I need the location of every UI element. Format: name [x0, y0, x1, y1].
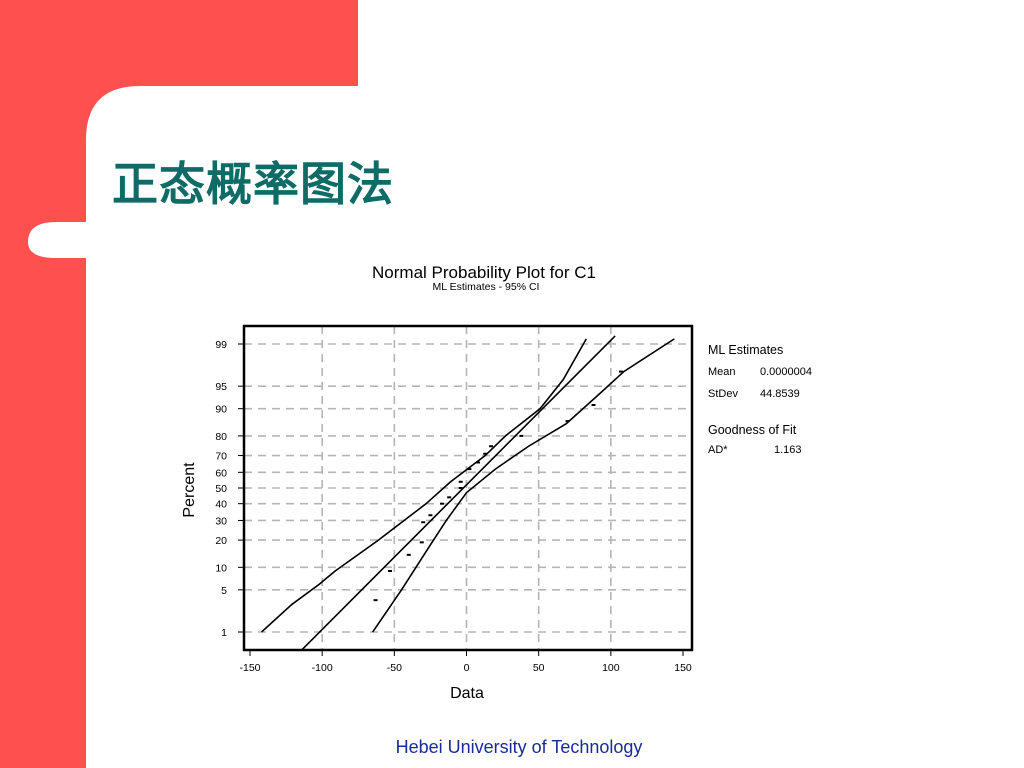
chart-title: Normal Probability Plot for C1 — [372, 263, 596, 282]
ci-upper-curve — [261, 338, 587, 633]
ad-label: AD* — [708, 444, 728, 456]
plot-frame — [242, 324, 694, 652]
x-tick-label: 0 — [464, 662, 470, 674]
y-tick-label: 99 — [215, 339, 227, 351]
data-point — [519, 434, 524, 437]
y-tick-label: 70 — [215, 451, 227, 463]
stdev-label: StDev — [708, 388, 738, 400]
x-axis-label: Data — [450, 685, 484, 702]
axis-ticks: -150 -100 -50 0 50 100 150 1 5 10 20 30 40 50 60 70 80 90… — [215, 339, 692, 674]
goodness-of-fit-title: Goodness of Fit — [708, 423, 797, 437]
data-point — [439, 502, 444, 505]
x-tick-label: -150 — [239, 662, 260, 674]
y-tick-label: 20 — [215, 535, 227, 547]
data-point — [458, 487, 463, 489]
data-point — [447, 496, 452, 499]
y-tick-label: 95 — [215, 381, 227, 393]
data-point — [467, 468, 472, 471]
data-point — [489, 445, 494, 448]
slide-title: 正态概率图法 — [112, 157, 394, 211]
y-axis-label: Percent — [181, 462, 198, 518]
data-point — [373, 599, 378, 602]
frame-red-band — [0, 0, 358, 768]
data-point — [388, 569, 393, 572]
data-point — [618, 370, 623, 373]
chart-subtitle: ML Estimates - 95% CI — [433, 281, 540, 293]
y-tick-label: 60 — [215, 467, 227, 479]
footer-institution: Hebei University of Technology — [395, 737, 643, 757]
x-tick-label: 150 — [674, 662, 692, 674]
stdev-value: 44.8539 — [760, 388, 800, 400]
y-tick-label: 1 — [221, 627, 227, 639]
data-point — [565, 420, 570, 423]
x-tick-label: 100 — [602, 662, 620, 674]
y-tick-label: 90 — [215, 404, 227, 416]
y-tick-label: 30 — [215, 515, 227, 527]
data-points — [373, 370, 623, 602]
data-point — [458, 480, 463, 483]
data-point — [483, 452, 488, 455]
stats-panel: ML Estimates Mean 0.0000004 StDev 44.853… — [708, 343, 812, 456]
plot-curves — [261, 335, 675, 650]
ci-lower-curve — [372, 338, 675, 633]
fitted-line — [300, 335, 616, 650]
y-tick-label: 80 — [215, 431, 227, 443]
data-point — [591, 404, 596, 407]
y-tick-label: 5 — [221, 585, 227, 597]
data-point — [421, 521, 426, 524]
grid-lines — [244, 326, 692, 650]
y-tick-label: 40 — [215, 499, 227, 511]
x-tick-label: 50 — [533, 662, 545, 674]
x-tick-label: -100 — [312, 662, 333, 674]
mean-label: Mean — [708, 366, 736, 378]
data-point — [419, 541, 424, 544]
estimates-title: ML Estimates — [708, 343, 783, 357]
y-tick-label: 50 — [215, 483, 227, 495]
data-point — [428, 514, 433, 517]
mean-value: 0.0000004 — [760, 366, 812, 378]
ad-value: 1.163 — [774, 444, 802, 456]
x-tick-label: -50 — [387, 662, 402, 674]
y-tick-label: 10 — [215, 562, 227, 574]
data-point — [476, 461, 481, 464]
data-point — [406, 553, 411, 556]
